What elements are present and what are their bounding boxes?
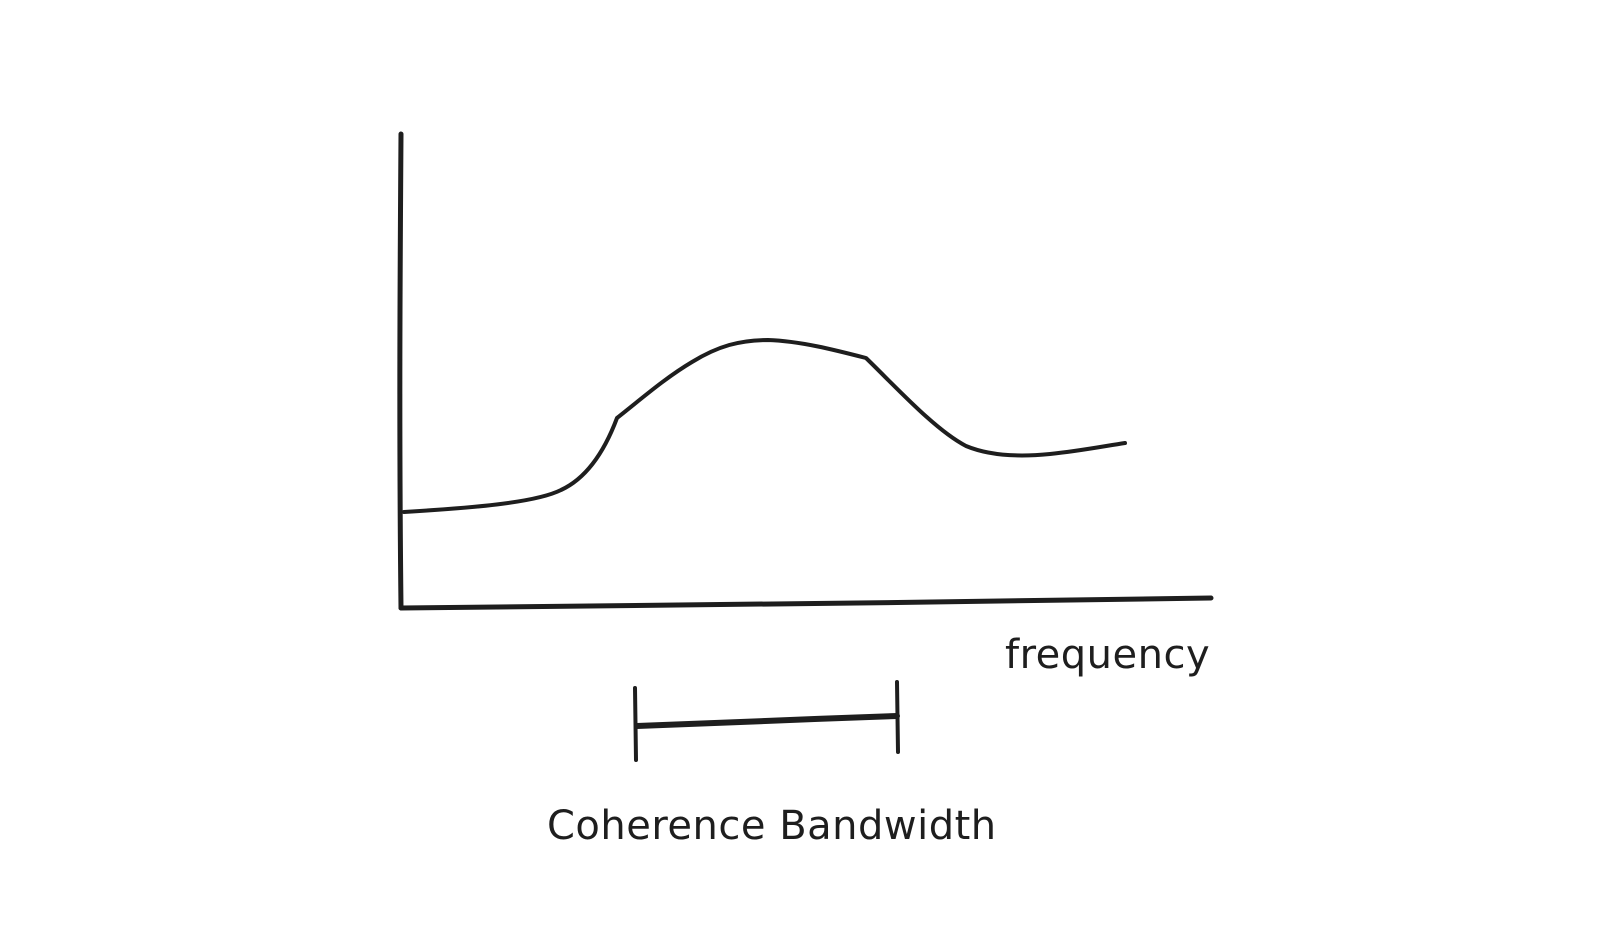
bandwidth-bracket — [633, 680, 900, 762]
bandwidth-label: Coherence Bandwidth — [547, 803, 997, 849]
bracket-bar — [634, 713, 900, 729]
x-axis — [398, 595, 1214, 611]
response-curve — [402, 338, 1127, 514]
x-axis-label: frequency — [1005, 632, 1210, 678]
y-axis — [397, 131, 404, 611]
bracket-right-tick — [895, 680, 900, 754]
